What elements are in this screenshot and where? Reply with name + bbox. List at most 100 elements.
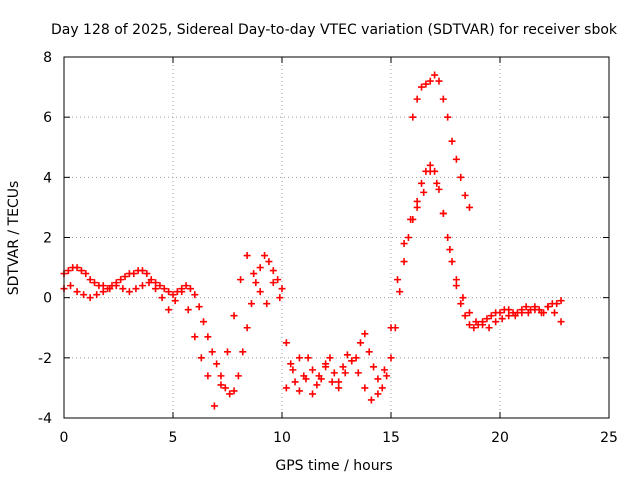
data-point	[446, 246, 454, 254]
data-point	[341, 369, 349, 377]
data-point	[82, 270, 90, 278]
data-point	[326, 354, 334, 362]
data-point	[461, 312, 469, 320]
data-point	[217, 372, 225, 380]
data-point	[544, 303, 552, 311]
data-point	[522, 303, 530, 311]
data-point	[91, 279, 99, 287]
data-point	[77, 267, 85, 275]
data-point	[435, 77, 443, 85]
y-tick-label: 6	[43, 110, 52, 126]
data-point	[413, 197, 421, 205]
data-point	[387, 324, 395, 332]
y-tick-label: -2	[38, 351, 52, 367]
data-point	[261, 252, 269, 260]
data-point	[322, 363, 330, 371]
x-tick-label: 25	[600, 430, 618, 446]
data-point	[309, 390, 317, 398]
y-tick-label: 8	[43, 50, 52, 66]
data-point	[313, 381, 321, 389]
data-point	[112, 282, 120, 290]
data-point	[106, 285, 114, 293]
data-point	[492, 318, 500, 326]
grid-lines	[64, 57, 609, 418]
data-point	[354, 369, 362, 377]
data-point	[221, 384, 229, 392]
data-point	[130, 270, 138, 278]
data-point	[132, 285, 140, 293]
data-point	[282, 339, 290, 347]
data-point	[407, 215, 415, 223]
data-point	[374, 390, 382, 398]
data-point	[86, 276, 94, 284]
data-point	[448, 137, 456, 145]
data-point	[191, 333, 199, 341]
data-point	[431, 71, 439, 79]
data-point	[67, 282, 75, 290]
data-point	[93, 291, 101, 299]
data-point	[247, 300, 255, 308]
data-point	[335, 384, 343, 392]
data-point	[86, 294, 94, 302]
data-point	[80, 291, 88, 299]
data-point	[156, 282, 164, 290]
data-point	[452, 282, 460, 290]
data-point	[505, 312, 513, 320]
data-point	[553, 300, 561, 308]
data-point	[496, 309, 504, 317]
data-point	[204, 372, 212, 380]
data-point	[465, 309, 473, 317]
data-point	[396, 288, 404, 296]
data-point	[328, 378, 336, 386]
data-point	[444, 113, 452, 121]
axis-ticks: 0 5 10 15 20 25 -4 -2 0 2 4 6 8	[38, 50, 618, 446]
data-point	[230, 387, 238, 395]
data-point	[309, 366, 317, 374]
data-point	[422, 80, 430, 88]
data-point	[295, 354, 303, 362]
data-point	[511, 312, 519, 320]
data-point	[99, 282, 107, 290]
data-point	[64, 267, 72, 275]
data-point	[237, 276, 245, 284]
data-point	[243, 324, 251, 332]
data-point	[165, 306, 173, 314]
data-point	[278, 285, 286, 293]
data-point	[505, 306, 513, 314]
data-point	[256, 288, 264, 296]
y-tick-label: 0	[43, 291, 52, 307]
data-point	[302, 375, 310, 383]
data-point	[400, 258, 408, 266]
data-point	[217, 381, 225, 389]
data-point	[335, 378, 343, 386]
y-tick-label: 4	[43, 170, 52, 186]
data-point	[472, 318, 480, 326]
data-point	[152, 279, 160, 287]
data-point	[485, 324, 493, 332]
data-point	[426, 77, 434, 85]
data-point	[243, 252, 251, 260]
data-point	[361, 330, 369, 338]
data-point	[470, 324, 478, 332]
data-point	[498, 315, 506, 323]
data-point	[291, 378, 299, 386]
data-point	[145, 279, 153, 287]
x-axis-label: GPS time / hours	[275, 458, 392, 474]
data-point	[250, 270, 258, 278]
data-point	[269, 279, 277, 287]
data-point	[182, 282, 190, 290]
data-point	[282, 384, 290, 392]
data-point	[537, 309, 545, 317]
data-point	[367, 396, 375, 404]
data-point	[418, 83, 426, 91]
data-point	[409, 113, 417, 121]
data-point	[394, 276, 402, 284]
data-point	[263, 300, 271, 308]
data-point	[143, 270, 151, 278]
data-point	[557, 297, 565, 305]
x-tick-label: 5	[169, 430, 178, 446]
data-point	[186, 285, 194, 293]
y-tick-label: -4	[38, 411, 52, 427]
